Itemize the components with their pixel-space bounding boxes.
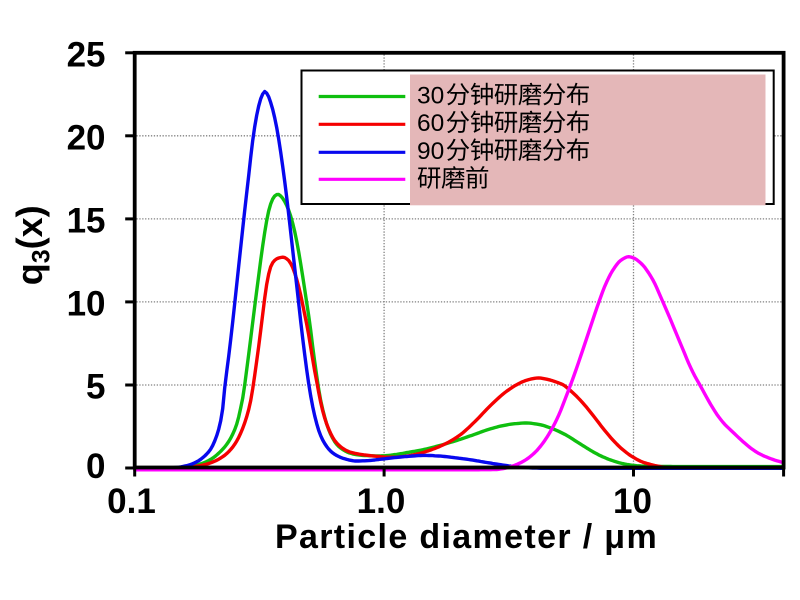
svg-text:0: 0 [86, 447, 105, 486]
svg-text:60: 60 [417, 110, 444, 137]
svg-text:25: 25 [67, 36, 106, 75]
svg-text:Particle diameter / μm: Particle diameter / μm [275, 518, 658, 556]
svg-text:1.0: 1.0 [357, 482, 406, 521]
svg-text:10: 10 [67, 285, 106, 324]
svg-text:5: 5 [86, 368, 105, 407]
svg-text:15: 15 [67, 202, 106, 241]
svg-text:90: 90 [417, 138, 444, 165]
svg-text:30: 30 [417, 82, 444, 109]
svg-text:20: 20 [67, 119, 106, 158]
svg-text:q3(x): q3(x) [9, 205, 56, 285]
svg-text:10: 10 [613, 482, 652, 521]
svg-text:0.1: 0.1 [107, 482, 156, 521]
